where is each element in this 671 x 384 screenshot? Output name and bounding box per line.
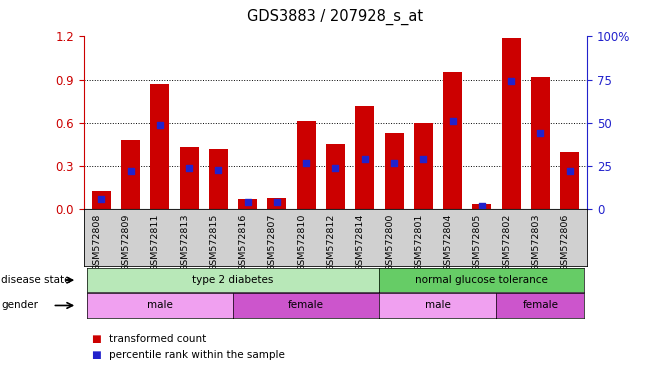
Point <box>184 165 195 171</box>
Bar <box>501 38 521 209</box>
Text: GSM572816: GSM572816 <box>239 213 248 271</box>
Bar <box>297 121 316 209</box>
Text: ■: ■ <box>91 350 101 360</box>
Text: male: male <box>425 300 451 311</box>
Text: GSM572813: GSM572813 <box>180 213 189 271</box>
Bar <box>414 123 433 209</box>
Point <box>476 203 487 209</box>
Bar <box>472 204 491 209</box>
Text: ■: ■ <box>91 334 101 344</box>
Point <box>535 130 546 136</box>
Point <box>418 156 429 162</box>
Text: GSM572808: GSM572808 <box>93 213 101 271</box>
Point <box>125 168 136 174</box>
Text: GSM572811: GSM572811 <box>151 213 160 271</box>
Bar <box>560 152 579 209</box>
Bar <box>531 77 550 209</box>
Text: GSM572802: GSM572802 <box>502 213 511 271</box>
Bar <box>384 133 403 209</box>
Bar <box>238 199 257 209</box>
Point <box>242 199 253 205</box>
Text: transformed count: transformed count <box>109 334 207 344</box>
Point <box>389 160 399 166</box>
Point <box>330 165 341 171</box>
Bar <box>180 147 199 209</box>
Text: gender: gender <box>1 300 38 311</box>
Bar <box>326 144 345 209</box>
Text: GDS3883 / 207928_s_at: GDS3883 / 207928_s_at <box>248 9 423 25</box>
Text: GSM572804: GSM572804 <box>444 213 452 271</box>
Bar <box>209 149 228 209</box>
Text: male: male <box>147 300 173 311</box>
Text: GSM572814: GSM572814 <box>356 213 365 271</box>
Point <box>154 121 165 127</box>
Point <box>506 78 517 84</box>
Text: GSM572806: GSM572806 <box>560 213 570 271</box>
Bar <box>268 198 287 209</box>
Text: GSM572801: GSM572801 <box>414 213 423 271</box>
Text: female: female <box>522 300 558 311</box>
Text: percentile rank within the sample: percentile rank within the sample <box>109 350 285 360</box>
Text: normal glucose tolerance: normal glucose tolerance <box>415 275 548 285</box>
Bar <box>355 106 374 209</box>
Text: GSM572800: GSM572800 <box>385 213 394 271</box>
Point <box>360 156 370 162</box>
Text: GSM572815: GSM572815 <box>209 213 219 271</box>
Text: disease state: disease state <box>1 275 71 285</box>
Bar <box>121 140 140 209</box>
Text: GSM572809: GSM572809 <box>121 213 131 271</box>
Text: GSM572807: GSM572807 <box>268 213 277 271</box>
Bar <box>443 73 462 209</box>
Text: GSM572805: GSM572805 <box>473 213 482 271</box>
Point <box>213 167 224 173</box>
Bar <box>150 84 170 209</box>
Text: female: female <box>289 300 324 311</box>
Point <box>301 160 311 166</box>
Point <box>96 196 107 202</box>
Text: GSM572812: GSM572812 <box>327 213 336 271</box>
Point <box>272 199 282 205</box>
Point <box>447 118 458 124</box>
Text: GSM572810: GSM572810 <box>297 213 306 271</box>
Bar <box>92 190 111 209</box>
Text: type 2 diabetes: type 2 diabetes <box>193 275 274 285</box>
Text: GSM572803: GSM572803 <box>531 213 540 271</box>
Point <box>564 168 575 174</box>
